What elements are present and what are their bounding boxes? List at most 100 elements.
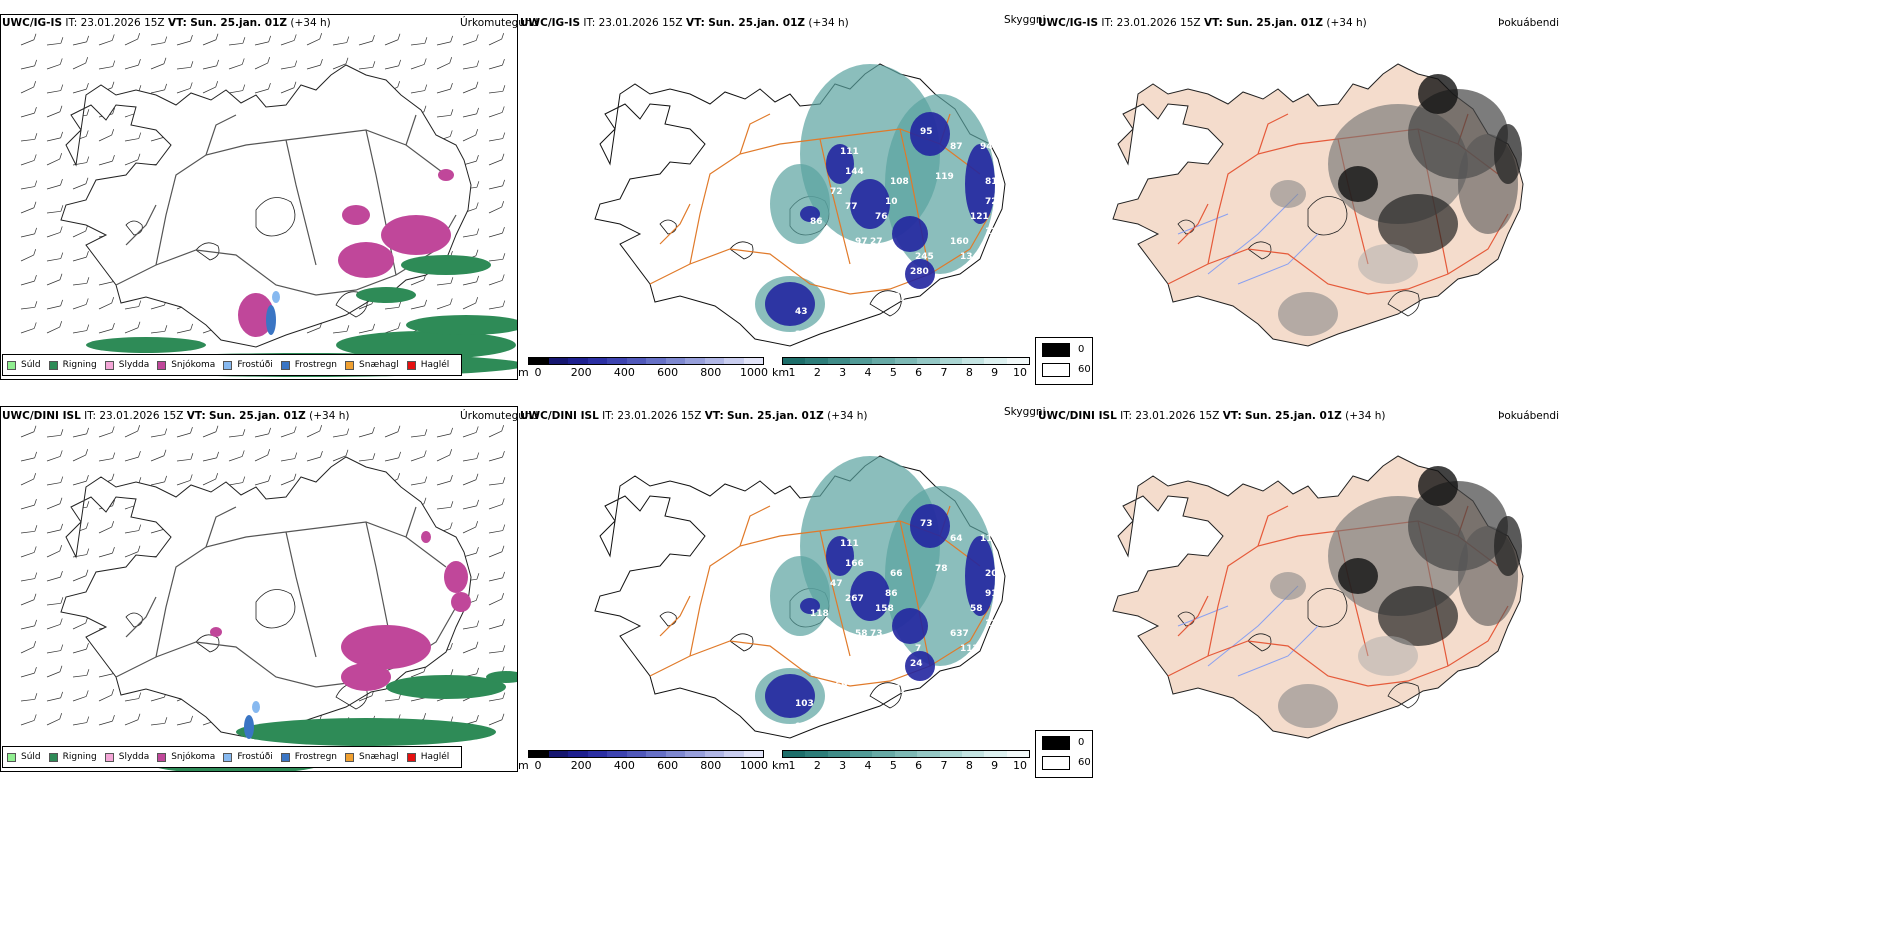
cloud-base-label: 10 xyxy=(885,197,898,207)
precip-panel-bottom xyxy=(0,406,518,772)
cloud-base-label: 29 xyxy=(785,514,798,524)
cloud-base-label: 73 xyxy=(920,519,933,529)
cloud-base-label: 94 xyxy=(980,142,993,152)
fog-map-bottom xyxy=(1112,455,1524,739)
cloud-base-label: 77 xyxy=(845,202,858,212)
colorbar-tick: 9 xyxy=(991,366,999,379)
cloud-map-top: 24 111 144 108 95 87 81 94 72 120 119 10 76 86 97 27 160… xyxy=(594,63,1006,347)
cloud-base-label: 95 xyxy=(920,127,933,137)
colorbar-tick: 3 xyxy=(839,759,847,772)
fog-legend-top: 0 60 xyxy=(1035,337,1093,385)
legend-item: Frostúði xyxy=(223,752,273,762)
visibility-colorbar-bottom: km 1 2 3 4 5 6 7 8 9 10 xyxy=(772,750,1034,776)
fog-swatch xyxy=(1042,363,1070,377)
cloud-base-label: 72 xyxy=(830,187,843,197)
legend-item: Rigning xyxy=(48,360,97,370)
colorbar-tick: 400 xyxy=(613,759,635,772)
cloud-base-label: 64 xyxy=(950,534,963,544)
cloud-base-label: 94 xyxy=(895,287,908,297)
fog-panel-label: Þokuábendi xyxy=(1498,410,1559,422)
colorbar-tick: 8 xyxy=(965,759,973,772)
cloud-base-label: 66 xyxy=(890,569,903,579)
cloud-base-label: 27 xyxy=(870,237,883,247)
cloud-base-label: 58 xyxy=(855,629,868,639)
fog-legend-bottom: 0 60 xyxy=(1035,730,1093,778)
fog-legend-value: 0 xyxy=(1078,737,1085,748)
legend-item: Snæhagl xyxy=(345,752,399,762)
fog-title-top: UWC/IG-IS IT: 23.01.2026 15Z VT: Sun. 25… xyxy=(1038,17,1367,29)
cloud-base-label: 38 xyxy=(895,679,908,689)
legend-item: Frostregn xyxy=(280,752,337,762)
fog-map-top xyxy=(1112,63,1524,347)
colorbar-unit: m xyxy=(518,366,529,379)
cloud-base-label: 118 xyxy=(810,609,829,619)
cloud-title-bottom: UWC/DINI ISL IT: 23.01.2026 15Z VT: Sun.… xyxy=(520,410,868,422)
colorbar-tick: 10 xyxy=(1013,759,1027,772)
cloud-base-colorbar-bottom: m 0 200 400 600 800 1000 xyxy=(518,750,768,776)
fog-panel-top xyxy=(1038,14,1553,354)
cloud-base-label: 166 xyxy=(845,559,864,569)
fog-swatch xyxy=(1042,756,1070,770)
colorbar-tick: 9 xyxy=(991,759,999,772)
colorbar-tick: 600 xyxy=(657,759,679,772)
colorbar-tick: 2 xyxy=(813,759,821,772)
cloud-base-label: 20 xyxy=(985,569,998,579)
colorbar-tick: 1 xyxy=(788,759,796,772)
cloud-base-label: 108 xyxy=(890,177,909,187)
precip-map-bottom xyxy=(20,424,517,771)
cloud-base-label: 267 xyxy=(845,594,864,604)
precip-map-top xyxy=(20,32,517,377)
cloud-panel-bottom: 29 111 166 66 73 64 20 118 91 132 78 86 158 118 58 73 63… xyxy=(520,406,1035,746)
cloud-base-label: 100 xyxy=(900,299,919,309)
colorbar-unit: m xyxy=(518,759,529,772)
cloud-base-label: 97 xyxy=(855,237,868,247)
colorbar-unit: km xyxy=(772,366,790,379)
legend-item: Slydda xyxy=(104,360,149,370)
precip-title-bottom: UWC/DINI ISL IT: 23.01.2026 15Z VT: Sun.… xyxy=(2,410,350,422)
colorbar-tick: 0 xyxy=(534,759,542,772)
colorbar-tick: 7 xyxy=(940,366,948,379)
fog-swatch xyxy=(1042,736,1070,750)
cloud-base-label: 111 xyxy=(840,147,859,157)
colorbar-tick: 1 xyxy=(788,366,796,379)
cloud-base-label: 69 xyxy=(835,681,848,691)
cloud-base-label: 7 xyxy=(915,644,921,654)
cloud-base-label: 111 xyxy=(840,539,859,549)
cloud-base-label: 76 xyxy=(875,212,888,222)
colorbar-tick: 1000 xyxy=(740,366,768,379)
colorbar-unit: km xyxy=(772,759,790,772)
colorbar-tick: 4 xyxy=(864,759,872,772)
cloud-base-label: 24 xyxy=(910,659,923,669)
precip-panel-top xyxy=(0,14,518,380)
cloud-base-label: 185 xyxy=(900,691,919,701)
cloud-base-label: 47 xyxy=(830,579,843,589)
cloud-base-label: 87 xyxy=(950,142,963,152)
colorbar-tick: 6 xyxy=(915,759,923,772)
cloud-base-label: 78 xyxy=(935,564,948,574)
colorbar-tick: 1000 xyxy=(740,759,768,772)
colorbar-tick: 600 xyxy=(657,366,679,379)
cloud-base-label: 27 xyxy=(990,644,1003,654)
colorbar-tick: 3 xyxy=(839,366,847,379)
cloud-base-label: 58 xyxy=(970,604,983,614)
fog-legend-value: 60 xyxy=(1078,364,1091,375)
precip-legend-top: Súld Rigning Slydda Snjókoma Frostúði Fr… xyxy=(2,354,462,376)
colorbar-tick: 5 xyxy=(889,759,897,772)
legend-item: Snæhagl xyxy=(345,360,399,370)
cloud-base-label: 112 xyxy=(960,644,979,654)
cloud-base-label: 86 xyxy=(885,589,898,599)
colorbar-tick: 400 xyxy=(613,366,635,379)
model-name: UWC/IG-IS xyxy=(2,17,63,29)
colorbar-strip xyxy=(782,750,1030,758)
colorbar-tick: 5 xyxy=(889,366,897,379)
cloud-base-label: 121 xyxy=(970,212,989,222)
cloud-base-label: 245 xyxy=(915,252,934,262)
colorbar-tick: 800 xyxy=(700,759,722,772)
visibility-colorbar-top: km 1 2 3 4 5 6 7 8 9 10 xyxy=(772,357,1034,383)
cloud-base-label: 103 xyxy=(795,699,814,709)
cloud-title-top: UWC/IG-IS IT: 23.01.2026 15Z VT: Sun. 25… xyxy=(520,17,849,29)
cloud-base-label: 132 xyxy=(985,619,1004,629)
colorbar-tick: 8 xyxy=(965,366,973,379)
colorbar-tick: 4 xyxy=(864,366,872,379)
